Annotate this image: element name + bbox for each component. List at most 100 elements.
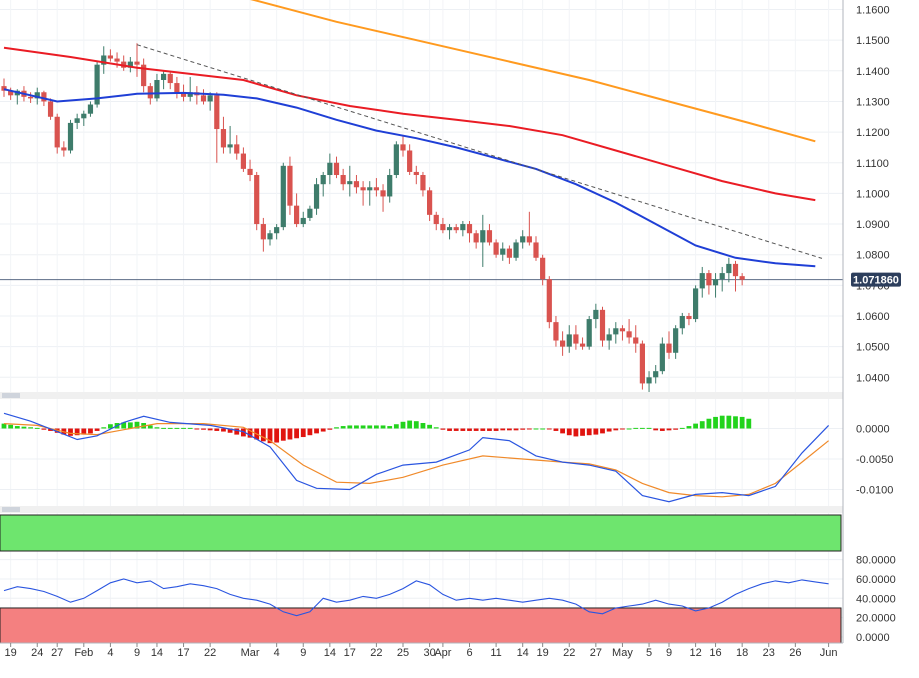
macd-histogram-bar [307,428,313,436]
rsi-panel-handle[interactable] [2,507,20,512]
candle [333,156,340,179]
candle-body [54,116,60,148]
candle-body [94,64,100,105]
macd-line [3,412,830,503]
macd-histogram-bar [613,428,619,431]
candle-body [367,187,373,191]
candle-body [333,162,340,176]
candle [699,266,705,298]
macd-histogram-bar [181,427,186,429]
candle-body [732,263,739,277]
sma-orange-line [250,0,816,143]
candle-body [41,92,47,102]
candle [719,266,725,292]
candle [653,365,659,384]
candle-body [619,328,626,332]
candle-body [473,233,479,243]
macd-histogram-bar [28,427,33,429]
candle-body [579,343,586,347]
candle-body [712,279,719,286]
candle [300,211,306,228]
candle [274,224,280,240]
time-tick-label: 9 [300,647,306,659]
candle-body [347,181,353,185]
time-tick-label: Feb [74,647,93,659]
macd-histogram-bar [234,428,240,435]
candle-body [287,165,293,206]
candle-body [560,340,566,347]
time-tick-label: 26 [789,647,801,659]
candle-body [313,184,320,209]
candle-body [446,227,453,231]
candle [526,211,532,246]
macd-histogram-bar [274,428,280,443]
candle [214,92,220,163]
candle-body [154,79,160,99]
candle-body [320,175,326,185]
candle-body [220,129,227,148]
macd-histogram-bar [374,425,379,429]
candle [427,187,433,221]
macd-signal-line [3,423,829,498]
candle-body [626,331,632,338]
candle-body [340,175,346,185]
candle [593,303,599,329]
price-tick-label: 1.0800 [856,250,890,262]
candles [1,43,745,393]
candle [480,214,486,267]
time-tick-label: 22 [370,647,382,659]
candle-body [174,83,180,93]
macd-histogram-bar [453,428,459,431]
macd-histogram-bar [214,428,220,431]
candle-body [61,147,67,151]
macd-histogram-bar [427,424,432,429]
candle-body [74,118,80,123]
macd-histogram-bar [74,428,80,436]
macd-panel-handle[interactable] [2,393,20,398]
candle-body [413,171,419,176]
candle [633,325,639,353]
candle [67,119,74,154]
time-tick-label: 24 [31,647,43,659]
candle [500,242,506,261]
time-tick-label: 18 [736,647,748,659]
candle-body [606,334,612,341]
macd-tick-label: -0.0100 [856,485,893,497]
candle-body [260,224,266,240]
macd-histogram-bar [640,427,645,429]
candle [407,144,413,176]
candle-body [533,242,539,258]
candle-body [686,316,692,320]
time-tick-label: 25 [397,647,409,659]
macd-histogram-bar [287,428,293,440]
candle [387,168,393,203]
macd-histogram-bar [626,428,632,430]
candle [732,260,739,292]
macd-histogram-bar [161,427,166,429]
macd-histogram-bar [241,428,246,437]
candle-body [433,214,439,225]
candle-body [360,187,366,191]
price-tick-label: 1.1500 [856,35,890,47]
time-tick-label: 19 [5,647,17,659]
macd-histogram-bar [247,428,253,438]
rsi-tick-label: 0.0000 [856,632,890,644]
candle [619,325,626,341]
macd-histogram-bar [174,427,180,429]
candle-body [599,309,606,341]
candle-body [87,104,94,114]
macd-histogram-bar [340,426,346,429]
candle [187,76,193,102]
candle [560,331,566,356]
macd-histogram-bar [673,428,679,430]
candle-body [460,224,466,231]
candle-body [693,288,699,320]
candle [466,220,473,243]
macd-histogram-bar [447,428,452,431]
macd-histogram-bar [387,426,393,429]
candle-body [553,322,559,341]
candle-body [28,96,34,99]
macd-histogram-bar [620,428,625,430]
candle-body [47,101,54,117]
candle-body [719,273,725,280]
